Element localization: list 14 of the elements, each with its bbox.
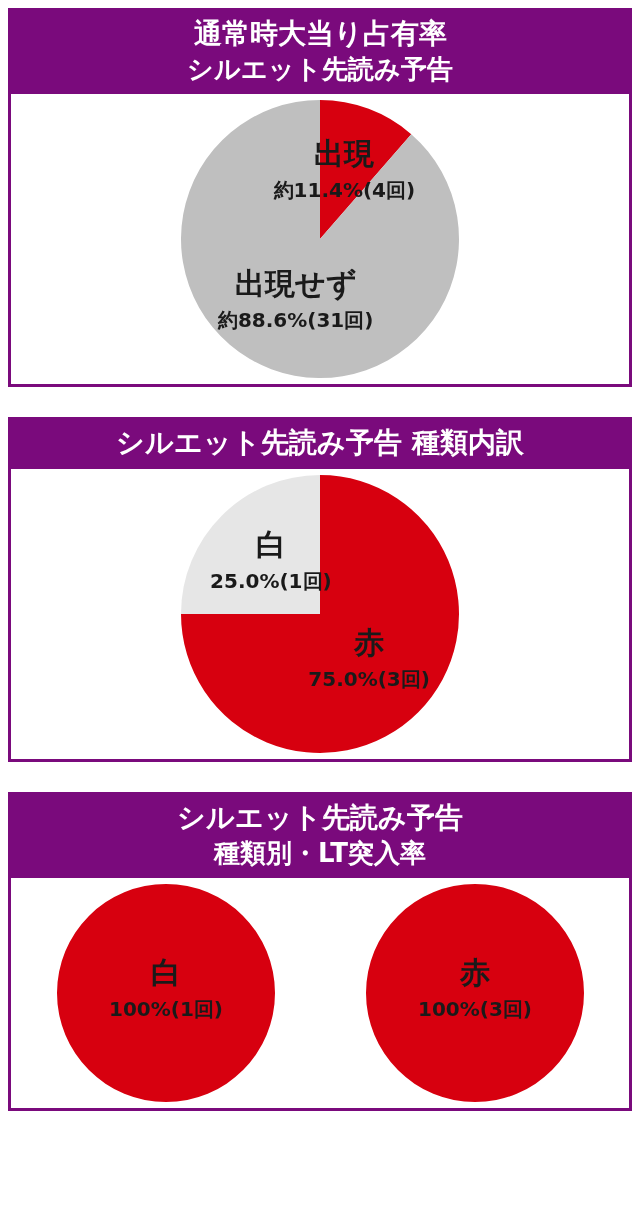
slice-label: 白 [150, 954, 181, 990]
data-label: 100%(1回) [108, 997, 223, 1022]
chart-title: シルエット先読み予告 種類内訳 [115, 425, 525, 461]
data-label: 75.0%(3回) [308, 667, 430, 692]
chart-subtitle: シルエット先読み予告 [186, 53, 454, 86]
chart-title: 通常時大当り占有率 [192, 16, 448, 52]
slice-label: 赤 [458, 954, 490, 990]
chart-title: シルエット先読み予告 [176, 800, 464, 836]
data-label: 約88.6%(31回) [216, 308, 374, 333]
slice-label: 赤 [353, 624, 385, 660]
data-label: 100%(3回) [417, 997, 532, 1022]
slice-label: 出現せず [234, 265, 357, 301]
chart-subtitle: 種類別・LT突入率 [212, 837, 427, 870]
slice-label: 白 [255, 526, 286, 562]
